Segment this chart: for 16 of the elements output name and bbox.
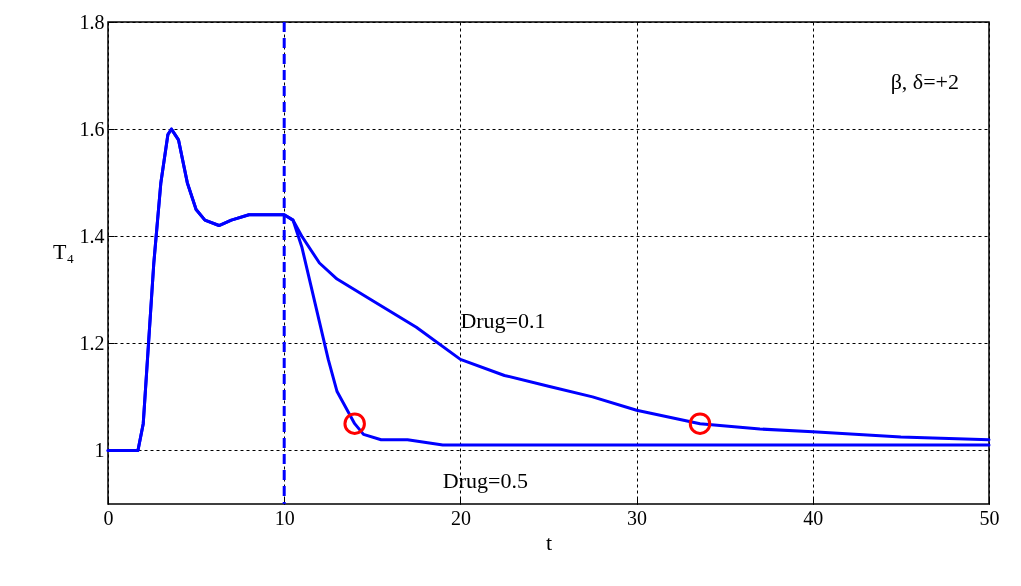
series-label: Drug=0.1 — [460, 308, 546, 334]
x-tick-label: 50 — [979, 506, 1000, 529]
series-label: Drug=0.5 — [442, 468, 528, 494]
x-tick-label: 10 — [274, 506, 295, 529]
y-tick-label: 1 — [94, 438, 105, 461]
y-tick-label: 1.2 — [79, 331, 105, 354]
x-axis-title: t — [545, 529, 553, 555]
y-tick-label: 1.4 — [79, 224, 105, 247]
x-tick-label: 40 — [803, 506, 824, 529]
y-axis-title: T₄ — [52, 238, 75, 264]
x-tick-label: 30 — [627, 506, 648, 529]
x-tick-label: 0 — [103, 506, 114, 529]
y-tick-label: 1.6 — [79, 117, 105, 140]
x-tick-label: 20 — [450, 506, 471, 529]
y-tick-label: 1.8 — [79, 10, 105, 33]
annotation: β, δ=+2 — [890, 69, 959, 94]
